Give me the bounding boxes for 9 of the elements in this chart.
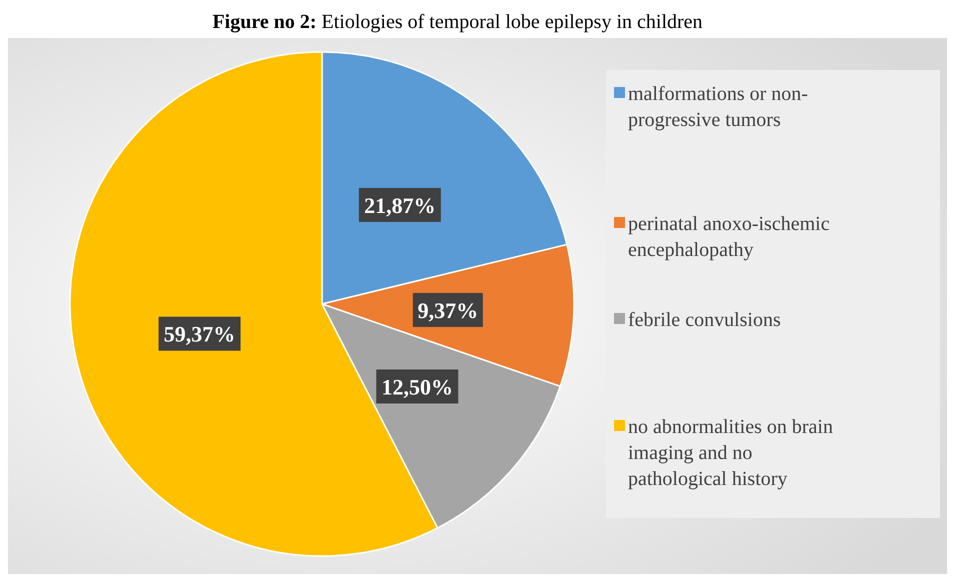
data-label: 12,50% [381, 374, 453, 400]
data-label: 21,87% [364, 192, 436, 218]
legend-label: malformations or non-progressive tumors [628, 83, 808, 131]
legend-label: febrile convulsions [628, 309, 781, 331]
legend-label: no abnormalities on brain imaging and no pathological history [628, 416, 833, 490]
chart-title: Figure no 2: Etiologies of temporal lobe epilepsy in children [212, 11, 703, 33]
legend-label: perinatal anoxo-ischemic encephalopathy [628, 213, 830, 261]
data-label: 59,37% [164, 322, 236, 347]
data-label: 9,37% [418, 298, 478, 323]
